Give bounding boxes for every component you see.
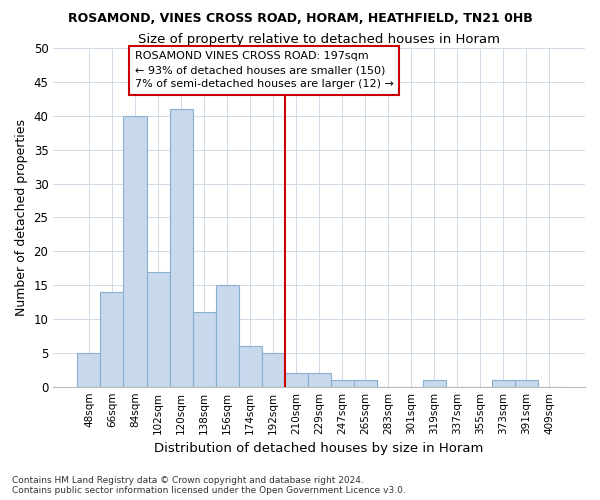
Bar <box>215 285 239 386</box>
Text: ROSAMOND, VINES CROSS ROAD, HORAM, HEATHFIELD, TN21 0HB: ROSAMOND, VINES CROSS ROAD, HORAM, HEATH… <box>68 12 532 26</box>
Bar <box>423 380 446 386</box>
Bar <box>124 116 146 386</box>
Bar <box>239 346 262 387</box>
Title: Size of property relative to detached houses in Horam: Size of property relative to detached ho… <box>138 32 500 46</box>
Bar <box>331 380 353 386</box>
Bar <box>515 380 538 386</box>
Bar <box>262 353 284 386</box>
X-axis label: Distribution of detached houses by size in Horam: Distribution of detached houses by size … <box>154 442 484 455</box>
Bar <box>353 380 377 386</box>
Bar <box>284 373 308 386</box>
Bar <box>308 373 331 386</box>
Bar <box>492 380 515 386</box>
Text: ROSAMOND VINES CROSS ROAD: 197sqm
← 93% of detached houses are smaller (150)
7% : ROSAMOND VINES CROSS ROAD: 197sqm ← 93% … <box>135 52 394 90</box>
Bar <box>146 272 170 386</box>
Bar <box>193 312 215 386</box>
Bar <box>77 353 100 386</box>
Bar <box>100 292 124 386</box>
Y-axis label: Number of detached properties: Number of detached properties <box>15 119 28 316</box>
Text: Contains HM Land Registry data © Crown copyright and database right 2024.
Contai: Contains HM Land Registry data © Crown c… <box>12 476 406 495</box>
Bar <box>170 109 193 386</box>
